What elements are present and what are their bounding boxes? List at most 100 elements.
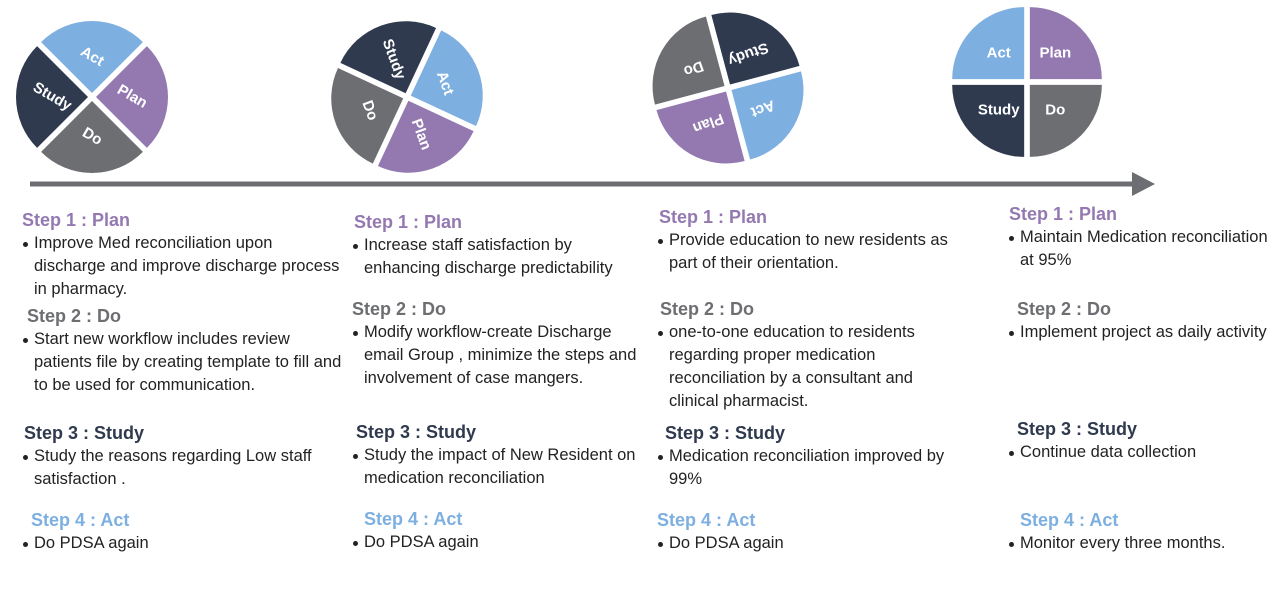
wheel-label: Do xyxy=(1045,101,1065,118)
bullet xyxy=(353,331,358,336)
bullet xyxy=(23,242,28,247)
bullet-item: Monitor every three months. xyxy=(1008,532,1268,555)
bullet-item: Maintain Medication reconciliation at 95… xyxy=(1008,226,1268,272)
wheel-segment xyxy=(96,46,168,148)
step-heading: Step 3 : Study xyxy=(1017,419,1138,439)
bullet xyxy=(353,454,358,459)
bullet-text: Maintain Medication reconciliation at 95… xyxy=(1020,228,1268,269)
wheel-segment xyxy=(952,84,1025,157)
wheel-label: Do xyxy=(359,98,382,123)
step-heading: Step 3 : Study xyxy=(24,423,145,443)
step-heading: Step 4 : Act xyxy=(657,510,756,530)
step: Step 2 : Do one-to-one education to resid… xyxy=(657,297,967,413)
bullet-text: Monitor every three months. xyxy=(1020,534,1226,552)
bullet-text: Start new workflow includes review patie… xyxy=(34,330,342,394)
step-heading: Step 2 : Do xyxy=(352,299,447,319)
step: Step 1 : Plan Improve Med reconciliation … xyxy=(22,208,347,301)
bullet-item: Implement project as daily activity xyxy=(1008,321,1268,344)
bullet-item: Continue data collection xyxy=(1008,441,1268,464)
step-heading: Step 2 : Do xyxy=(27,306,122,326)
bullet-text: Medication reconciliation improved by 99… xyxy=(669,447,945,488)
bullet-text: Increase staff satisfaction by enhancing… xyxy=(364,236,613,277)
bullet-text: Do PDSA again xyxy=(364,533,479,551)
bullet-text: Continue data collection xyxy=(1020,443,1197,461)
step-heading: Step 4 : Act xyxy=(1020,510,1119,530)
bullet-item: Do PDSA again xyxy=(22,532,347,555)
step: Step 2 : Do Modify workflow-create Discha… xyxy=(352,297,642,390)
bullet-item: Start new workflow includes review patie… xyxy=(22,328,347,397)
bullet-item: Study the impact of New Resident on medi… xyxy=(352,444,642,490)
bullet xyxy=(353,541,358,546)
bullet-item: Study the reasons regarding Low staff sa… xyxy=(22,445,347,491)
bullet-item: one-to-one education to residents regard… xyxy=(657,321,967,413)
bullet xyxy=(23,455,28,460)
wheel-label: Plan xyxy=(1039,45,1071,62)
wheel-segment xyxy=(41,21,143,94)
step: Step 1 : Plan Increase staff satisfaction… xyxy=(352,210,642,280)
step-heading: Step 1 : Plan xyxy=(354,212,463,232)
wheel-segment xyxy=(656,91,745,164)
step: Step 1 : Plan Maintain Medication reconci… xyxy=(1008,202,1268,272)
wheel-segment xyxy=(16,46,89,148)
bullet-text: Study the impact of New Resident on medi… xyxy=(364,446,636,487)
step: Step 4 : Act Monitor every three months. xyxy=(1008,508,1268,555)
bullet-text: Provide education to new residents as pa… xyxy=(669,231,948,272)
step: Step 2 : Do Start new workflow includes r… xyxy=(22,304,347,397)
wheel-segment xyxy=(41,101,143,173)
step: Step 2 : Do Implement project as daily ac… xyxy=(1008,297,1268,344)
wheel-segment xyxy=(340,21,437,94)
bullet-item: Increase staff satisfaction by enhancing… xyxy=(352,234,642,280)
bullet-text: Study the reasons regarding Low staff sa… xyxy=(34,447,312,488)
wheel-segment xyxy=(410,30,483,127)
wheel-segment xyxy=(952,7,1025,80)
bullet-item: Provide education to new residents as pa… xyxy=(657,229,967,275)
wheel-label: Act xyxy=(987,45,1011,62)
arrow-head xyxy=(1132,172,1155,196)
bullet xyxy=(658,455,663,460)
wheel-segment xyxy=(731,71,804,160)
bullet-text: Improve Med reconciliation upon discharg… xyxy=(34,234,340,298)
step: Step 4 : Act Do PDSA again xyxy=(352,507,642,554)
step-heading: Step 3 : Study xyxy=(665,423,786,443)
step: Step 1 : Plan Provide education to new re… xyxy=(657,205,967,275)
step: Step 3 : Study Study the reasons regardin… xyxy=(22,421,347,491)
step-heading: Step 4 : Act xyxy=(31,510,130,530)
bullet-item: Modify workflow-create Discharge email G… xyxy=(352,321,642,390)
step: Step 3 : Study Study the impact of New Re… xyxy=(352,420,642,490)
bullet-item: Improve Med reconciliation upon discharg… xyxy=(22,232,347,301)
step-heading: Step 1 : Plan xyxy=(1009,204,1118,224)
wheel-segment xyxy=(331,67,404,164)
wheel-label: Do xyxy=(681,57,706,80)
bullet-item: Medication reconciliation improved by 99… xyxy=(657,445,967,491)
step-heading: Step 1 : Plan xyxy=(22,210,131,230)
bullet xyxy=(1009,236,1014,241)
bullet-item: Do PDSA again xyxy=(352,531,642,554)
bullet-text: Modify workflow-create Discharge email G… xyxy=(364,323,637,387)
bullet xyxy=(1009,542,1014,547)
wheel-segment xyxy=(1029,7,1102,80)
bullet xyxy=(23,542,28,547)
bullet-text: Do PDSA again xyxy=(34,534,149,552)
wheel-segment xyxy=(377,100,474,173)
bullet xyxy=(23,338,28,343)
step-heading: Step 2 : Do xyxy=(660,299,755,319)
bullet xyxy=(658,331,663,336)
bullet-item: Do PDSA again xyxy=(657,532,967,555)
step-heading: Step 3 : Study xyxy=(356,422,477,442)
bullet-text: one-to-one education to residents regard… xyxy=(669,323,915,410)
step-heading: Step 1 : Plan xyxy=(659,207,768,227)
step: Step 3 : Study Continue data collection xyxy=(1008,417,1268,464)
step: Step 4 : Act Do PDSA again xyxy=(22,508,347,555)
bullet xyxy=(1009,331,1014,336)
step: Step 4 : Act Do PDSA again xyxy=(657,508,967,555)
bullet-text: Implement project as daily activity xyxy=(1020,323,1267,341)
wheel-segment xyxy=(711,12,800,85)
step-heading: Step 2 : Do xyxy=(1017,299,1112,319)
wheel-label: Study xyxy=(978,101,1020,118)
wheel-segment xyxy=(1029,84,1102,157)
bullet xyxy=(353,244,358,249)
wheel-segment xyxy=(652,16,725,105)
step-heading: Step 4 : Act xyxy=(364,509,463,529)
